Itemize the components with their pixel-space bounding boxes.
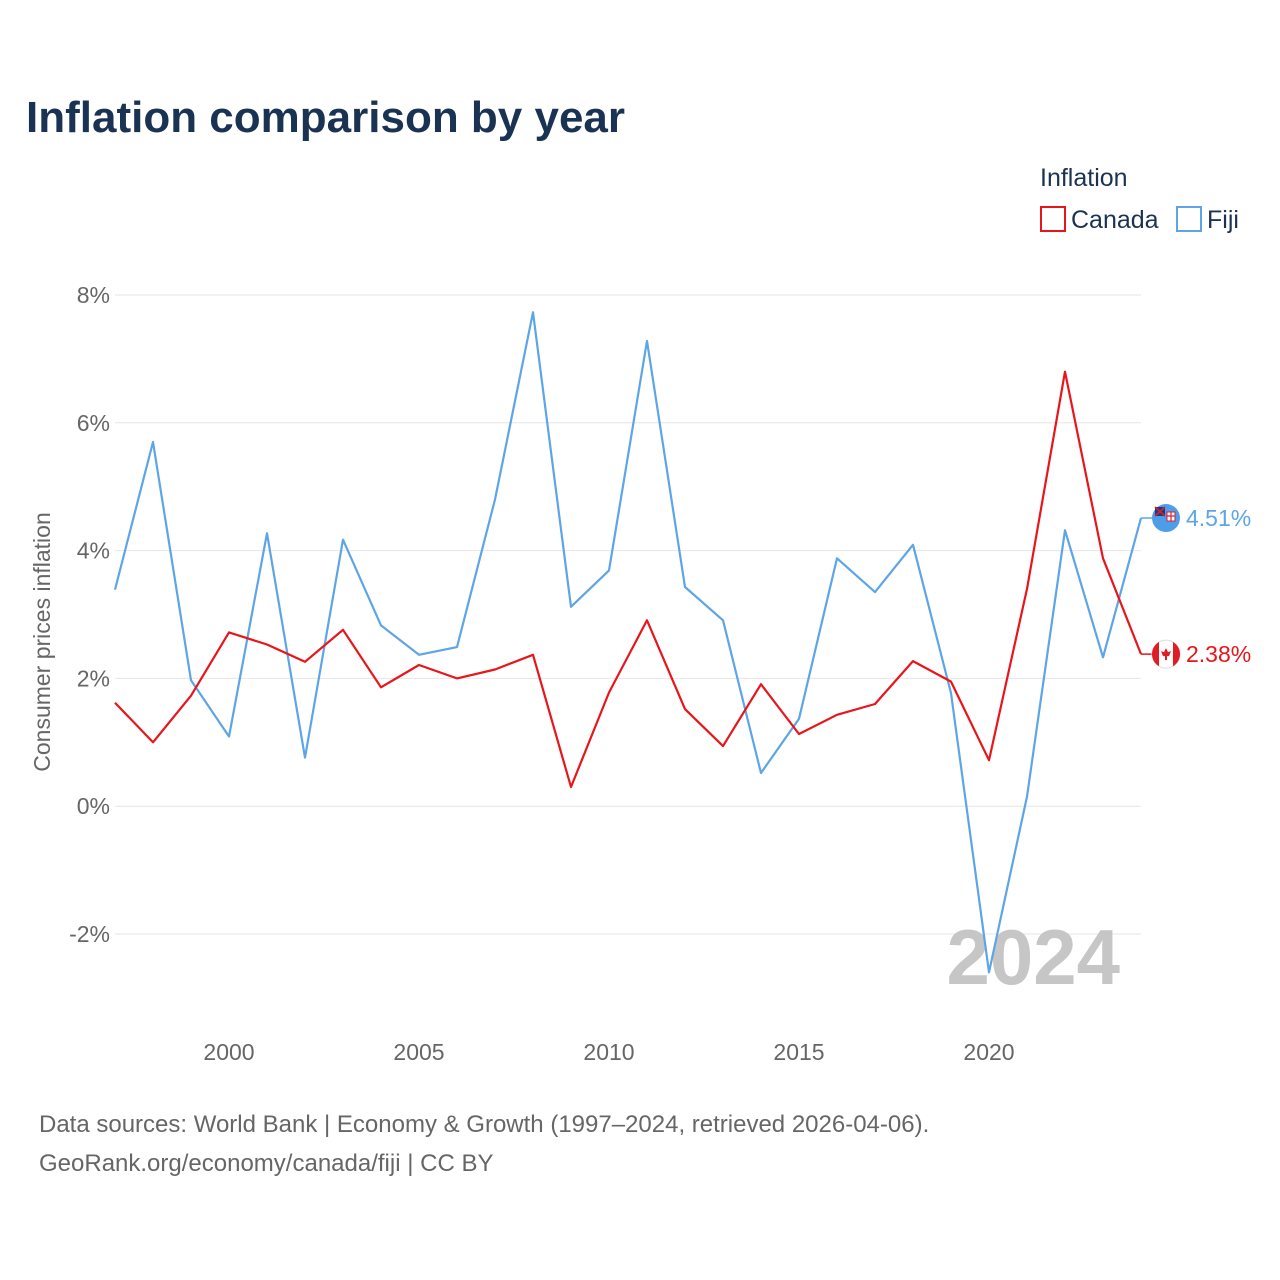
gridlines <box>115 294 1141 935</box>
y-tick-label: 0% <box>77 793 110 819</box>
legend-item-canada[interactable]: Canada <box>1040 206 1159 234</box>
fiji-flag-icon <box>1152 504 1180 533</box>
y-tick-label: 4% <box>77 538 110 564</box>
end-label-fiji: 4.51% <box>1186 505 1251 531</box>
series-lines <box>113 311 1143 974</box>
x-tick-label: 2010 <box>583 1039 634 1065</box>
legend-label-canada: Canada <box>1071 206 1159 234</box>
y-axis-label: Consumer prices inflation <box>29 512 55 772</box>
end-label-canada: 2.38% <box>1186 641 1251 667</box>
y-tick-label: 8% <box>77 282 110 308</box>
year-watermark: 2024 <box>946 913 1120 1001</box>
legend-swatch-fiji <box>1176 206 1202 232</box>
chart-title: Inflation comparison by year <box>26 93 625 142</box>
series-line-canada[interactable] <box>114 370 1143 789</box>
series-line-fiji[interactable] <box>113 311 1143 974</box>
x-tick-label: 2000 <box>203 1039 254 1065</box>
legend-label-fiji: Fiji <box>1207 206 1239 234</box>
y-axis-ticks: -2% 0% 2% 4% 6% 8% <box>69 282 110 947</box>
legend-item-fiji[interactable]: Fiji <box>1176 206 1239 234</box>
x-tick-label: 2015 <box>773 1039 824 1065</box>
x-axis-ticks: 2000 2005 2010 2015 2020 <box>203 1039 1014 1065</box>
legend-title: Inflation <box>1040 164 1128 192</box>
y-tick-label: -2% <box>69 921 110 947</box>
x-tick-label: 2005 <box>393 1039 444 1065</box>
y-tick-label: 6% <box>77 410 110 436</box>
y-tick-label: 2% <box>77 665 110 691</box>
canada-flag-icon <box>1151 639 1181 669</box>
legend-swatch-canada <box>1040 206 1066 232</box>
source-url: GeoRank.org/economy/canada/fiji | CC BY <box>39 1150 493 1177</box>
x-tick-label: 2020 <box>963 1039 1014 1065</box>
end-markers: 2.38% 4.51% <box>1141 504 1251 669</box>
source-note: Data sources: World Bank | Economy & Gro… <box>39 1111 929 1138</box>
